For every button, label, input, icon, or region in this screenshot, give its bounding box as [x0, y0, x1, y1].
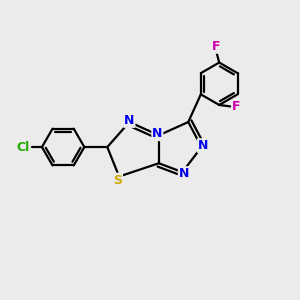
Text: F: F: [212, 40, 220, 53]
Text: N: N: [198, 139, 208, 152]
Text: F: F: [232, 100, 241, 113]
Text: N: N: [152, 127, 163, 140]
Text: N: N: [179, 167, 189, 180]
Text: S: S: [113, 173, 122, 187]
Text: Cl: Cl: [17, 141, 30, 154]
Text: N: N: [124, 114, 135, 127]
